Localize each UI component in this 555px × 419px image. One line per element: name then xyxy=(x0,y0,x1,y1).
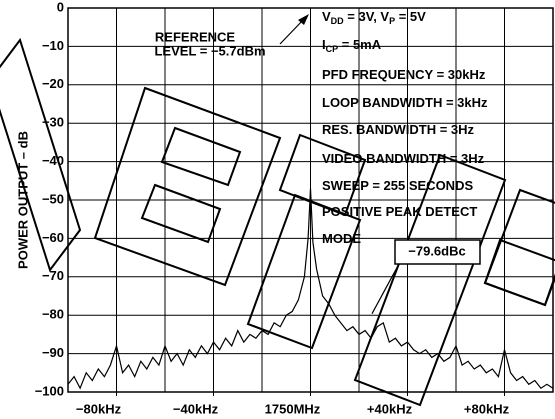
text-segment: I xyxy=(322,37,326,52)
y-tick-label: −50 xyxy=(42,191,64,206)
subscript: DD xyxy=(331,16,344,26)
annotation-leader xyxy=(371,261,401,314)
y-tick-label: 0 xyxy=(57,0,64,14)
y-tick-label: −30 xyxy=(42,115,64,130)
condition-line: VIDEO BANDWIDTH = 3Hz xyxy=(322,151,485,166)
text-segment: POSITIVE PEAK DETECT xyxy=(322,204,477,219)
reference-arrowhead xyxy=(298,14,309,25)
watermark xyxy=(0,37,555,407)
condition-line: POSITIVE PEAK DETECT xyxy=(322,204,477,219)
x-tick-label: 1750MHz xyxy=(265,401,321,416)
y-tick-label: −60 xyxy=(42,230,64,245)
spectrum-line xyxy=(67,188,554,390)
x-tick-label: −40kHz xyxy=(173,401,219,416)
text-segment: SWEEP = 255 SECONDS xyxy=(322,178,473,193)
condition-line: PFD FREQUENCY = 30kHz xyxy=(322,67,486,82)
x-tick-label: −80kHz xyxy=(76,401,122,416)
reference-note: LEVEL = −5.7dBm xyxy=(154,43,265,58)
y-tick-label: −90 xyxy=(42,345,64,360)
y-axis-label: POWER OUTPUT – dB xyxy=(15,131,30,269)
text-segment: = 5V xyxy=(395,9,426,24)
text-segment: V xyxy=(322,9,331,24)
text-segment: VIDEO BANDWIDTH = 3Hz xyxy=(322,151,485,166)
y-tick-label: −20 xyxy=(42,76,64,91)
text-segment: = 5mA xyxy=(338,37,382,52)
condition-line: VDD = 3V, VP = 5V xyxy=(322,9,426,26)
condition-line: LOOP BANDWIDTH = 3kHz xyxy=(322,95,488,110)
condition-line: ICP = 5mA xyxy=(322,37,382,54)
y-tick-label: −80 xyxy=(42,307,64,322)
x-tick-label: +80kHz xyxy=(464,401,510,416)
x-tick-label: +40kHz xyxy=(367,401,413,416)
text-segment: LOOP BANDWIDTH = 3kHz xyxy=(322,95,488,110)
y-tick-label: −10 xyxy=(42,38,64,53)
condition-line: MODE xyxy=(322,231,361,246)
y-tick-label: −40 xyxy=(42,153,64,168)
condition-line: SWEEP = 255 SECONDS xyxy=(322,178,473,193)
annotation-label: −79.6dBc xyxy=(408,243,465,258)
text-segment: = 3V, V xyxy=(344,9,390,24)
annotation-box xyxy=(394,239,481,265)
condition-line: RES. BANDWIDTH = 3Hz xyxy=(322,122,475,137)
subscript: CP xyxy=(326,44,339,54)
reference-note: REFERENCE xyxy=(155,29,236,44)
y-tick-label: −100 xyxy=(35,383,64,398)
text-segment: PFD FREQUENCY = 30kHz xyxy=(322,67,486,82)
plot-frame xyxy=(67,7,554,393)
text-segment: MODE xyxy=(322,231,361,246)
text-segment: RES. BANDWIDTH = 3Hz xyxy=(322,122,475,137)
subscript: P xyxy=(389,16,395,26)
y-tick-label: −70 xyxy=(42,268,64,283)
